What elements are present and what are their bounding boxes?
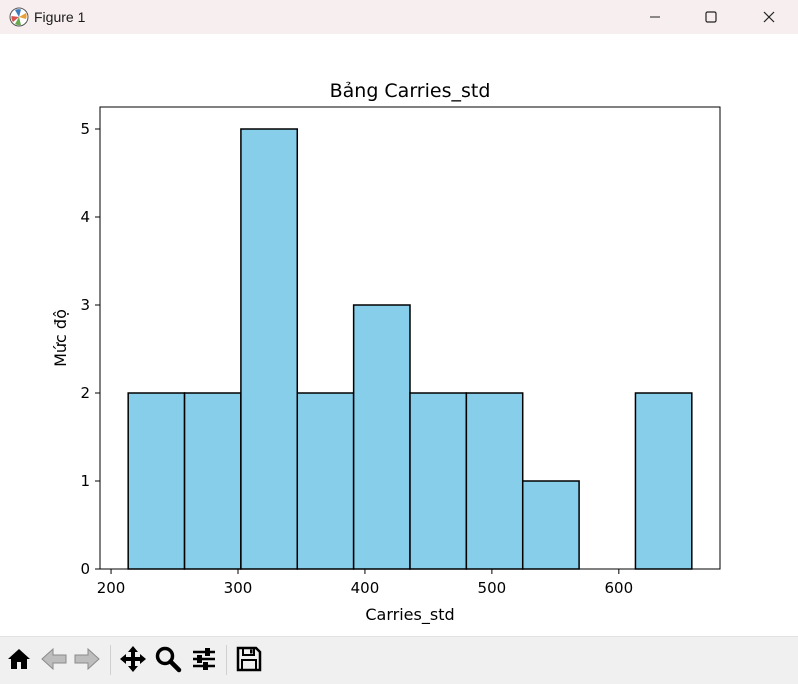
x-tick-label: 200: [97, 579, 126, 597]
histogram-chart: Bảng Carries_std 200 300 400 500 600 012345 …: [51, 80, 721, 625]
close-icon: [763, 8, 775, 27]
x-tick-label: 600: [605, 579, 634, 597]
histogram-bar: [127, 392, 186, 570]
histogram-bar: [352, 304, 411, 570]
histogram-bar: [521, 480, 580, 570]
maximize-button[interactable]: [688, 0, 734, 34]
y-tick-label: 1: [80, 472, 90, 490]
y-tick-label: 0: [80, 560, 90, 578]
home-icon: [6, 646, 32, 676]
window-titlebar: Figure 1: [0, 0, 798, 34]
minimize-icon: [649, 8, 661, 27]
home-button[interactable]: [4, 646, 34, 676]
y-axis-ticks: 0 1 2 3 4 5: [80, 120, 100, 578]
x-tick-label: 500: [478, 579, 507, 597]
histogram-bar: [465, 392, 524, 570]
bars-group: [127, 128, 693, 570]
histogram-bar: [183, 392, 242, 570]
forward-button[interactable]: [72, 646, 102, 676]
y-tick-label: 5: [80, 120, 90, 138]
save-button[interactable]: [234, 646, 264, 676]
maximize-icon: [705, 8, 717, 27]
back-button[interactable]: [39, 646, 69, 676]
window-title: Figure 1: [34, 9, 86, 25]
minimize-button[interactable]: [632, 0, 678, 34]
y-tick-label: 3: [80, 296, 90, 314]
axes-frame: [99, 106, 721, 570]
toolbar-separator: [110, 645, 111, 675]
forward-arrow-icon: [73, 646, 101, 676]
move-icon: [119, 645, 147, 677]
floppy-disk-icon: [236, 646, 262, 676]
x-tick-label: 300: [224, 579, 253, 597]
histogram-bar: [240, 128, 299, 570]
toolbar-separator: [226, 645, 227, 675]
histogram-bar: [409, 392, 468, 570]
magnifier-icon: [154, 645, 182, 677]
y-tick-label: 4: [80, 208, 90, 226]
chart-title: Bảng Carries_std: [330, 80, 491, 102]
matplotlib-app-icon: [9, 7, 29, 27]
x-axis-ticks: 200 300 400 500 600: [97, 569, 633, 597]
zoom-button[interactable]: [153, 646, 183, 676]
x-axis-label: Carries_std: [365, 605, 454, 625]
histogram-bar: [296, 392, 355, 570]
histogram-bar: [634, 392, 693, 570]
configure-subplots-button[interactable]: [189, 646, 219, 676]
sliders-icon: [190, 645, 218, 677]
navigation-toolbar: [0, 636, 798, 684]
pan-button[interactable]: [118, 646, 148, 676]
back-arrow-icon: [40, 646, 68, 676]
x-tick-label: 400: [351, 579, 380, 597]
y-axis-label: Mức độ: [51, 309, 70, 367]
y-tick-label: 2: [80, 384, 90, 402]
close-button[interactable]: [746, 0, 792, 34]
